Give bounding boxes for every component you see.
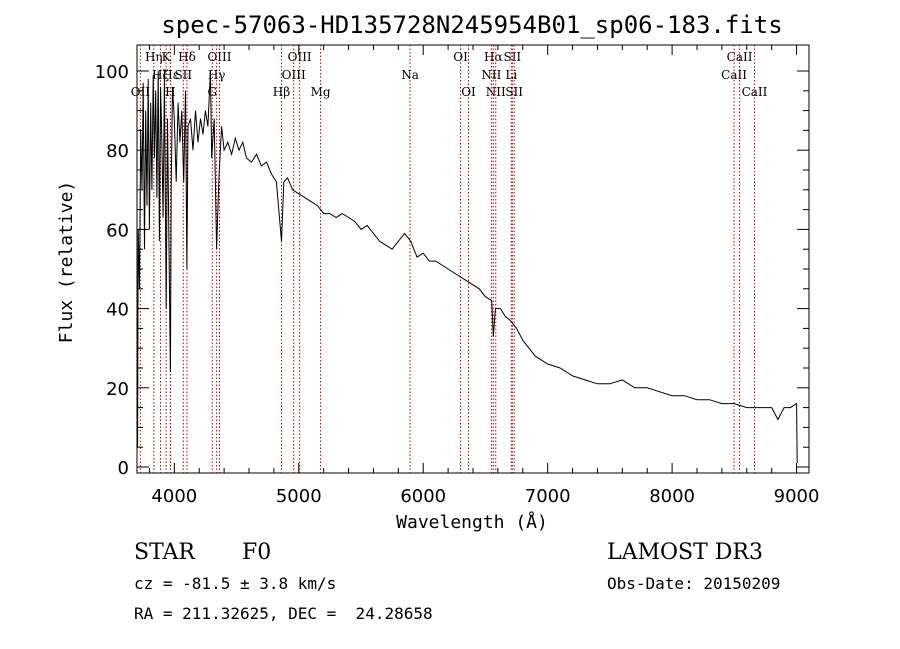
- y-tick-label-0: 0: [118, 458, 129, 479]
- line-marker-label-8: OIII: [207, 50, 231, 64]
- line-marker-label-9: Hγ: [208, 68, 226, 82]
- y-tick-label-3: 60: [106, 220, 129, 241]
- x-tick-label-5: 9000: [774, 486, 820, 507]
- obs-date: Obs-Date: 20150209: [607, 574, 781, 593]
- x-tick-label-2: 6000: [400, 486, 446, 507]
- line-marker-label-2: Hζ: [152, 68, 169, 82]
- line-marker-label-19: NII: [481, 68, 501, 82]
- line-marker-label-0: Hη: [145, 50, 163, 64]
- redshift-readout: cz = -81.5 ± 3.8 km/s: [134, 574, 337, 593]
- line-marker-label-6: SII: [174, 68, 192, 82]
- y-tick-label-4: 80: [106, 141, 129, 162]
- y-tick-label-2: 40: [106, 300, 129, 321]
- line-marker-label-24: CaII: [727, 50, 753, 64]
- x-tick-label-3: 7000: [525, 486, 571, 507]
- line-marker-label-7: Hδ: [178, 50, 196, 64]
- coordinates: RA = 211.32625, DEC = 24.28658: [134, 604, 433, 623]
- line-marker-label-5: Hε: [162, 68, 179, 82]
- y-tick-label-5: 100: [95, 62, 129, 83]
- line-marker-label-12: OIII: [288, 50, 312, 64]
- line-marker-label-17: OI: [461, 85, 476, 99]
- line-marker-label-20: NII: [486, 85, 506, 99]
- line-marker-label-14: Mg: [311, 85, 331, 99]
- line-marker-label-1: OII: [131, 85, 151, 99]
- line-marker-label-23: SII: [505, 85, 523, 99]
- x-axis-label: Wavelength (Å): [396, 511, 548, 533]
- survey-name: LAMOST DR3: [607, 540, 763, 565]
- line-marker-label-22: Li: [505, 68, 517, 82]
- chart-title: spec-57063-HD135728N245954B01_sp06-183.f…: [161, 11, 782, 39]
- y-axis-label: Flux (relative): [56, 181, 77, 344]
- flux-series-line: [136, 70, 798, 464]
- line-marker-label-11: Hβ: [273, 85, 290, 99]
- subclass: F0: [242, 540, 272, 565]
- line-marker-label-13: OIII: [282, 68, 306, 82]
- object-class: STAR: [134, 540, 195, 565]
- line-markers: HηOIIHζKHHεSIIHδOIIIHγGHβOIIIOIIIMgNaOIO…: [131, 45, 768, 473]
- line-marker-label-16: OI: [453, 50, 468, 64]
- line-marker-label-21: SII: [503, 50, 521, 64]
- line-marker-label-15: Na: [401, 68, 419, 82]
- line-marker-label-26: CaII: [742, 85, 768, 99]
- line-marker-label-3: K: [162, 50, 172, 64]
- x-tick-label-1: 5000: [276, 486, 322, 507]
- line-marker-label-10: G: [207, 85, 217, 99]
- x-tick-label-4: 8000: [649, 486, 695, 507]
- plot-frame: [136, 44, 810, 474]
- axis-ticks: 4000 5000 6000 7000 8000 9000 0 20 40 60 80 100: [95, 45, 820, 507]
- line-marker-label-18: Hα: [484, 50, 503, 64]
- y-tick-label-1: 20: [106, 379, 129, 400]
- x-tick-label-0: 4000: [151, 486, 197, 507]
- line-marker-label-25: CaII: [721, 68, 747, 82]
